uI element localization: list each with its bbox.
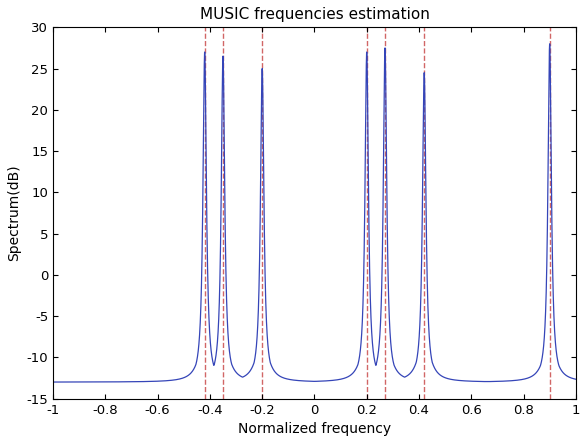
Title: MUSIC frequencies estimation: MUSIC frequencies estimation	[200, 7, 430, 22]
X-axis label: Normalized frequency: Normalized frequency	[238, 422, 391, 436]
Y-axis label: Spectrum(dB): Spectrum(dB)	[7, 165, 21, 261]
